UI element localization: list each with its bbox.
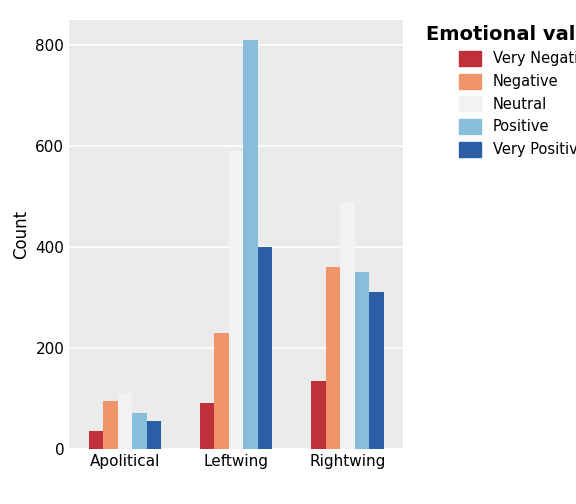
Y-axis label: Count: Count [12,210,30,259]
Bar [132,413,146,449]
Bar [118,393,132,449]
Bar [244,40,258,449]
Legend: Very Negative, Negative, Neutral, Positive, Very Positive: Very Negative, Negative, Neutral, Positi… [419,17,576,164]
Bar [340,202,355,449]
Bar [355,272,369,449]
Bar [146,421,161,449]
Bar [258,247,272,449]
Bar [311,381,326,449]
Bar [200,403,214,449]
Bar [326,267,340,449]
Bar [103,401,118,449]
Bar [229,151,244,449]
Bar [369,292,384,449]
Bar [214,333,229,449]
Bar [89,431,103,449]
